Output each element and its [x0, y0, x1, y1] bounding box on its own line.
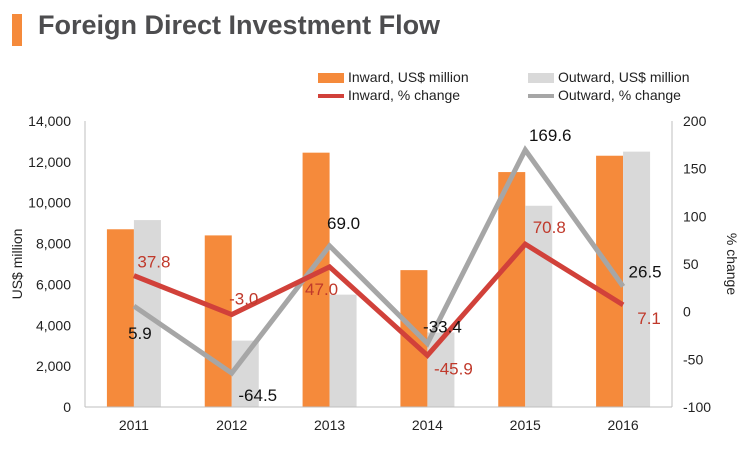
data-label-inward-pct: 70.8 — [533, 218, 566, 237]
y-tick-label-right: -100 — [683, 399, 711, 415]
bar-outward-2016 — [623, 151, 651, 407]
y-axis-right-title: % change — [724, 233, 740, 295]
data-label-outward-pct: -64.5 — [238, 386, 277, 405]
legend-inward-bar: Inward, US$ million — [318, 69, 469, 85]
x-tick-label: 2016 — [608, 417, 639, 433]
legend-label-outward-bar: Outward, US$ million — [558, 69, 690, 85]
y-tick-label-right: 200 — [683, 113, 707, 129]
bar-inward-2012 — [204, 235, 232, 407]
x-tick-label: 2012 — [216, 417, 247, 433]
y-tick-label-left: 0 — [63, 399, 71, 415]
legend-label-inward-bar: Inward, US$ million — [348, 69, 469, 85]
data-label-outward-pct: -33.4 — [423, 318, 462, 337]
data-label-inward-pct: 7.1 — [637, 309, 661, 328]
x-tick-label: 2011 — [119, 417, 149, 433]
data-label-outward-pct: 69.0 — [327, 214, 360, 233]
y-tick-label-left: 6,000 — [36, 276, 71, 292]
y-tick-label-right: -50 — [683, 351, 703, 367]
bar-outward-2015 — [525, 205, 553, 407]
y-tick-label-left: 4,000 — [36, 317, 71, 333]
y-tick-label-left: 14,000 — [28, 113, 71, 129]
data-label-inward-pct: 37.8 — [137, 253, 170, 272]
legend-swatch-inward-line — [318, 94, 344, 99]
x-tick-label: 2013 — [314, 417, 345, 433]
legend-label-inward-line: Inward, % change — [348, 87, 461, 103]
data-label-inward-pct: 47.0 — [305, 280, 338, 299]
y-tick-label-left: 8,000 — [36, 236, 71, 252]
y-axis-left-title: US$ million — [9, 229, 25, 300]
legend-outward-line: Outward, % change — [528, 87, 681, 103]
data-label-inward-pct: -3.0 — [229, 290, 258, 309]
line-inward-pct-change — [132, 240, 625, 359]
legend-label-outward-line: Outward, % change — [558, 87, 681, 103]
bar-outward-2013 — [329, 294, 357, 407]
y-tick-label-left: 12,000 — [28, 154, 71, 170]
data-label-outward-pct: 169.6 — [529, 126, 572, 145]
title-accent-bar — [12, 14, 22, 46]
data-label-outward-pct: 5.9 — [128, 324, 152, 343]
bar-inward-2011 — [106, 229, 134, 407]
y-tick-label-right: 100 — [683, 208, 707, 224]
x-tick-label: 2014 — [412, 417, 443, 433]
y-tick-label-right: 150 — [683, 161, 707, 177]
bar-outward-2014 — [427, 332, 455, 407]
legend-swatch-inward-bar — [318, 73, 344, 84]
data-label-inward-pct: -45.9 — [434, 359, 473, 378]
legend-swatch-outward-bar — [528, 73, 554, 84]
bar-inward-2015 — [498, 172, 526, 407]
y-tick-label-left: 10,000 — [28, 195, 71, 211]
page-title: Foreign Direct Investment Flow — [38, 10, 441, 40]
legend-swatch-outward-line — [528, 94, 554, 99]
data-label-outward-pct: 26.5 — [629, 262, 662, 281]
line-outward-pct-change — [132, 145, 626, 377]
y-tick-label-right: 50 — [683, 256, 699, 272]
legend-inward-line: Inward, % change — [318, 87, 460, 103]
legend-outward-bar: Outward, US$ million — [528, 69, 690, 85]
y-tick-label-right: 0 — [683, 304, 691, 320]
x-tick-label: 2015 — [510, 417, 541, 433]
y-tick-label-left: 2,000 — [36, 358, 71, 374]
